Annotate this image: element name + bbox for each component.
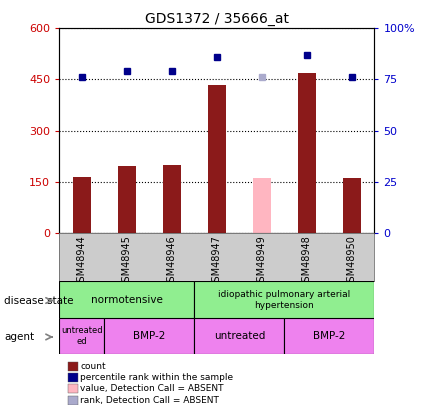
Text: GSM48950: GSM48950 [347, 235, 357, 288]
Text: percentile rank within the sample: percentile rank within the sample [80, 373, 233, 382]
Text: untreated: untreated [214, 331, 265, 341]
Text: disease state: disease state [4, 296, 74, 305]
Bar [343, 178, 361, 233]
Bar [104, 318, 194, 354]
Bar [163, 165, 181, 233]
Text: GSM48947: GSM48947 [212, 235, 222, 288]
Text: agent: agent [4, 332, 35, 342]
Text: untreated
ed: untreated ed [61, 326, 102, 346]
Text: BMP-2: BMP-2 [313, 331, 346, 341]
Bar [118, 166, 136, 233]
Text: normotensive: normotensive [91, 295, 162, 305]
Text: BMP-2: BMP-2 [133, 331, 166, 341]
Text: GSM48944: GSM48944 [77, 235, 87, 288]
Text: value, Detection Call = ABSENT: value, Detection Call = ABSENT [80, 384, 224, 393]
Text: rank, Detection Call = ABSENT: rank, Detection Call = ABSENT [80, 396, 219, 405]
Text: GSM48946: GSM48946 [167, 235, 177, 288]
Text: GSM48945: GSM48945 [122, 235, 132, 288]
Text: GSM48949: GSM48949 [257, 235, 267, 288]
Bar [59, 318, 104, 354]
Bar [194, 281, 374, 318]
Bar [59, 281, 194, 318]
Bar [284, 318, 374, 354]
Text: count: count [80, 362, 106, 371]
Bar [73, 177, 91, 233]
Text: GSM48948: GSM48948 [302, 235, 312, 288]
Bar [208, 85, 226, 233]
Bar [253, 178, 271, 233]
Bar [298, 72, 316, 233]
Text: idiopathic pulmonary arterial
hypertension: idiopathic pulmonary arterial hypertensi… [218, 290, 350, 310]
Title: GDS1372 / 35666_at: GDS1372 / 35666_at [145, 12, 289, 26]
Bar [194, 318, 284, 354]
